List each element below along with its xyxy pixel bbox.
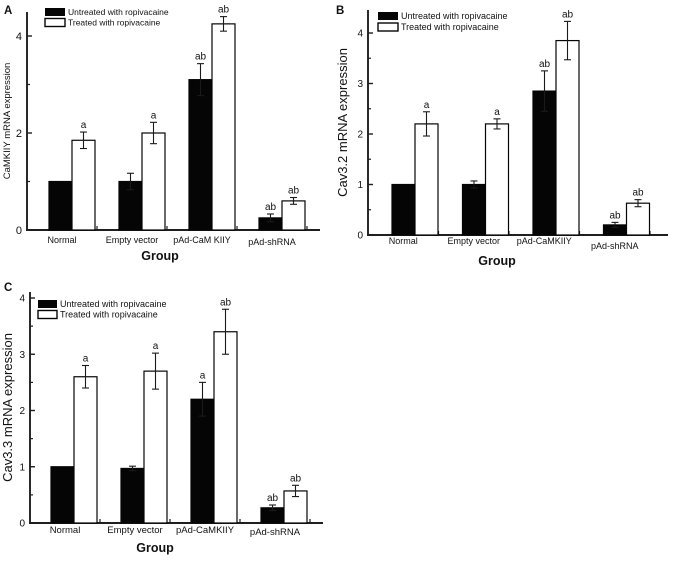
y-axis-title-panel-b: Cav3.2 mRNA expression: [335, 48, 350, 197]
y-tick-label: 2: [19, 406, 25, 417]
legend-label-treated: Treated with ropivacaine: [60, 310, 158, 320]
bar-treated-empty-vector: [484, 123, 510, 236]
category-label-empty-vector: Empty vector: [107, 525, 162, 536]
significance-label: a: [200, 370, 206, 381]
bar-treated-normal: [73, 376, 98, 524]
category-label-empty-vector: Empty vector: [447, 236, 500, 246]
legend-label-untreated: Untreated with ropivacaine: [60, 299, 167, 309]
x-axis-title-panel-a: Group: [141, 249, 179, 263]
significance-label: ab: [218, 5, 230, 16]
significance-label: a: [83, 354, 89, 365]
category-label-normal: Normal: [389, 236, 418, 246]
legend-swatch-untreated: [45, 8, 65, 16]
bar-treated-pad-cam-kiiy: [211, 23, 236, 231]
x-axis-title-panel-c: Group: [136, 541, 174, 555]
y-tick-label: 0: [19, 519, 25, 530]
y-axis-title-panel-c: Cav3.3 mRNA expression: [0, 333, 15, 482]
bar-treated-empty-vector: [141, 132, 166, 231]
bar-treated-normal: [414, 123, 439, 236]
bar-untreated-empty-vector: [120, 467, 145, 524]
bar-untreated-empty-vector: [461, 183, 487, 236]
y-tick-label: 4: [19, 294, 25, 305]
bar-untreated-pad-camkiiy: [190, 398, 215, 524]
category-label-normal: Normal: [50, 525, 81, 536]
bar-treated-pad-shrna: [625, 202, 651, 236]
y-tick-label: 4: [16, 31, 22, 43]
x-axis-title-panel-b: Group: [478, 254, 516, 268]
bar-untreated-normal: [50, 466, 75, 524]
y-tick-label: 3: [357, 79, 363, 90]
legend-swatch-untreated: [378, 12, 398, 20]
bar-untreated-pad-camkiiy: [532, 90, 557, 236]
bar-untreated-pad-cam-kiiy: [188, 79, 213, 231]
legend-label-treated: Treated with ropivacaine: [401, 22, 499, 32]
y-axis-title-panel-a: CaMKIIY mRNA expression: [2, 63, 13, 180]
y-tick-label: 0: [16, 225, 22, 237]
bar-treated-empty-vector: [143, 370, 168, 524]
y-tick-label: 1: [357, 180, 363, 191]
significance-label: ab: [632, 188, 644, 199]
y-tick-label: 2: [16, 128, 22, 140]
significance-label: ab: [609, 210, 621, 221]
significance-label: ab: [195, 52, 207, 63]
category-label-pad-shrna: pAd-shRNA: [248, 237, 296, 247]
significance-label: a: [151, 110, 157, 121]
y-tick-label: 1: [19, 462, 25, 473]
y-tick-label: 4: [357, 29, 363, 40]
category-label-pad-shrna: pAd-shRNA: [250, 527, 301, 538]
legend-label-treated: Treated with ropivacaine: [68, 18, 161, 28]
bar-treated-pad-camkiiy: [213, 331, 238, 524]
bar-treated-pad-camkiiy: [555, 39, 580, 236]
category-label-pad-cam-kiiy: pAd-CaM KIIY: [173, 235, 231, 245]
legend-label-untreated: Untreated with ropivacaine: [68, 7, 169, 17]
significance-label: ab: [288, 186, 300, 197]
y-tick-label: 3: [19, 350, 25, 361]
y-tick-label: 2: [357, 130, 363, 141]
category-label-pad-camkiiy: pAd-CaMKIIY: [517, 236, 572, 246]
panel-letter-a: A: [4, 5, 12, 17]
significance-label: a: [424, 100, 430, 111]
significance-label: ab: [290, 473, 302, 484]
category-label-empty-vector: Empty vector: [106, 235, 159, 245]
category-label-pad-camkiiy: pAd-CaMKIIY: [176, 525, 235, 536]
significance-label: ab: [267, 493, 279, 504]
panel-letter-c: C: [4, 282, 12, 294]
category-label-pad-shrna: pAd-shRNA: [591, 241, 639, 251]
significance-label: ab: [265, 202, 277, 213]
significance-label: ab: [539, 59, 551, 70]
bar-untreated-normal: [391, 183, 416, 236]
legend-swatch-treated: [44, 17, 66, 28]
bar-treated-normal: [71, 139, 96, 231]
significance-label: a: [81, 120, 87, 131]
legend-swatch-untreated: [38, 300, 57, 308]
panel-letter-b: B: [336, 5, 344, 17]
significance-label: ab: [220, 297, 232, 308]
significance-label: ab: [562, 9, 574, 20]
legend-swatch-treated: [37, 309, 58, 320]
legend-swatch-treated: [377, 22, 399, 32]
y-tick-label: 0: [357, 231, 363, 242]
significance-label: a: [494, 107, 500, 118]
bar-treated-pad-shrna: [281, 200, 306, 231]
bar-untreated-normal: [48, 180, 73, 231]
legend-label-untreated: Untreated with ropivacaine: [401, 11, 508, 21]
significance-label: a: [153, 341, 159, 352]
category-label-normal: Normal: [47, 235, 76, 245]
